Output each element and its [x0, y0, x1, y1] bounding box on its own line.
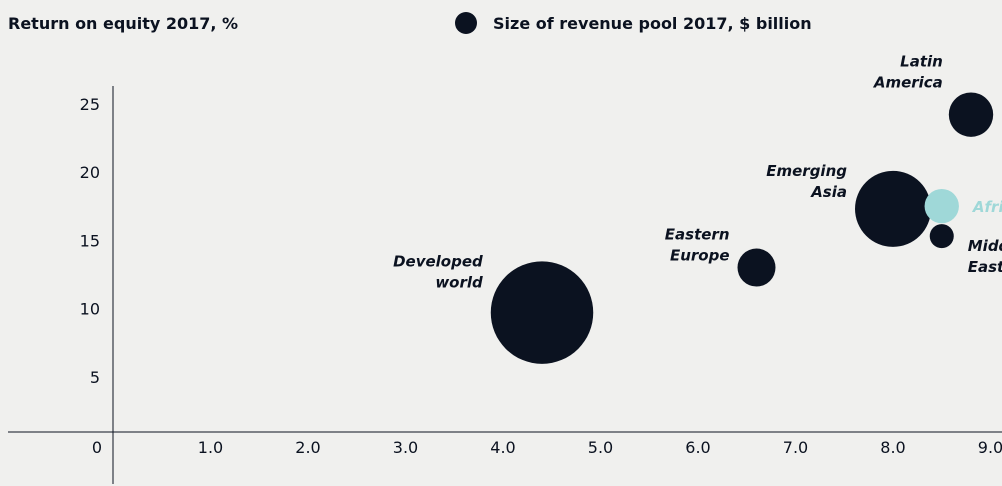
bubble-label: Middle East — [968, 237, 1002, 276]
bubble — [855, 170, 931, 247]
bubble-label-line: Eastern — [665, 226, 730, 244]
x-tick-label: 2.0 — [295, 438, 320, 457]
bubble-label-line: world — [435, 273, 483, 291]
x-tick-label: 3.0 — [393, 438, 418, 457]
bubble — [737, 248, 776, 287]
y-tick-label: 10 — [80, 300, 100, 319]
bubble-label-line: Europe — [670, 247, 730, 265]
y-tick-label: 5 — [90, 368, 100, 387]
bubble-label: Developed world — [393, 252, 483, 291]
bubble-label-line: America — [873, 73, 943, 91]
bubble-label-line: Emerging — [766, 162, 847, 180]
x-tick-label: 0 — [92, 438, 102, 457]
legend-bubble-icon — [455, 12, 477, 34]
y-tick-label: 20 — [80, 163, 100, 182]
y-tick-label: 15 — [80, 231, 100, 250]
y-axis-title: Return on equity 2017, % — [8, 14, 239, 33]
bubble-label-line: Middle — [968, 237, 1002, 255]
bubble — [924, 188, 959, 224]
legend-label: Size of revenue pool 2017, $ billion — [493, 13, 812, 33]
x-tick-label: 5.0 — [588, 438, 613, 457]
bubble-label-line: Developed — [393, 252, 483, 270]
bubble — [929, 224, 954, 249]
x-tick-label: 7.0 — [783, 438, 808, 457]
bubble-label-line: East — [968, 258, 1002, 276]
bubble — [948, 92, 994, 137]
x-tick-label: 6.0 — [685, 438, 710, 457]
bubble — [490, 261, 594, 364]
x-tick-label: 1.0 — [198, 438, 223, 457]
size-legend: Size of revenue pool 2017, $ billion — [455, 12, 812, 34]
bubble-label-line: Latin — [900, 52, 943, 70]
bubble-label: Eastern Europe — [665, 226, 730, 265]
bubble-label-line: Asia — [810, 183, 847, 201]
y-tick-label: 25 — [80, 95, 100, 114]
x-tick-label: 8.0 — [880, 438, 905, 457]
bubble-label: Emerging Asia — [766, 162, 847, 201]
bubble-label: Latin America — [873, 52, 943, 91]
bubble-label: Africa — [972, 198, 1002, 216]
bubble-label-line: Africa — [972, 198, 1002, 216]
x-tick-label: 4.0 — [490, 438, 515, 457]
x-tick-label: 9.0 — [978, 438, 1002, 457]
